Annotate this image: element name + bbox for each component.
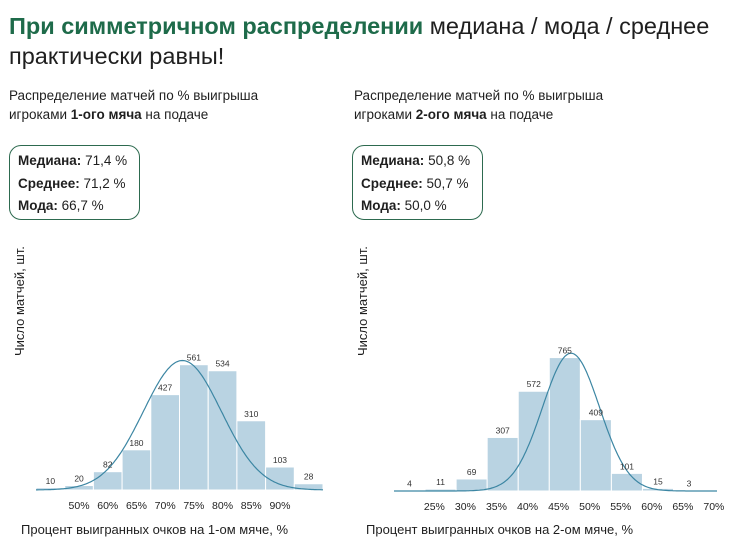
chart1-tick-label: 50% [69, 500, 90, 512]
chart1-bar [236, 420, 267, 491]
chart1-subtitle-line2: игроками 1-ого мяча на подаче [9, 105, 258, 124]
chart2-bar [486, 436, 519, 492]
chart1-value-label: 82 [103, 460, 113, 470]
chart2-stats-box: Медиана: 50,8 % Среднее: 50,7 % Мода: 50… [352, 145, 483, 220]
chart2-bar [610, 472, 643, 492]
chart2-tick-label: 70% [703, 501, 724, 513]
chart2-bar [455, 478, 488, 492]
stat-value: 50,7 % [426, 175, 469, 191]
chart2-tick-label: 25% [424, 501, 445, 513]
chart2-value-label: 3 [687, 478, 692, 488]
chart1-tick-label: 70% [155, 500, 176, 512]
chart2-subtitle-bold: 2-ого мяча [415, 107, 487, 122]
chart1-tick-label: 75% [183, 500, 204, 512]
chart2-value-label: 101 [620, 461, 634, 471]
chart2-tick-label: 60% [641, 501, 662, 513]
stat-value: 71,2 % [83, 175, 126, 191]
chart2-tick-label: 45% [548, 501, 569, 513]
chart2-value-label: 307 [496, 425, 510, 435]
chart2-tick-label: 50% [579, 501, 600, 513]
chart1-stat-mode: Мода: 66,7 % [18, 195, 131, 218]
chart2-value-label: 4 [407, 478, 412, 488]
chart2-tick-label: 30% [455, 501, 476, 513]
chart1-stat-mean: Среднее: 71,2 % [18, 173, 131, 196]
chart2-subtitle: Распределение матчей по % выигрыша игрок… [354, 86, 603, 124]
title-rest: медиана / мода / среднее практически рав… [9, 13, 710, 69]
chart1-subtitle-post: на подаче [141, 107, 209, 122]
chart1-value-label: 103 [273, 455, 287, 465]
chart2-stat-median: Медиана: 50,8 % [361, 150, 474, 173]
chart1-y-axis-label: Число матчей, шт. [12, 246, 27, 356]
chart1-value-label: 427 [158, 383, 172, 393]
chart2-x-axis-label: Процент выигранных очков на 2-ом мяче, % [366, 522, 634, 537]
chart2-y-axis-label: Число матчей, шт. [355, 246, 370, 356]
chart1-bar [150, 394, 181, 491]
chart2-subtitle-line1: Распределение матчей по % выигрыша [354, 88, 604, 103]
stat-key: Среднее: [18, 175, 80, 191]
chart1-x-axis-label: Процент выигранных очков на 1-ом мяче, % [21, 522, 289, 537]
chart1-subtitle: Распределение матчей по % выигрыша игрок… [9, 86, 258, 124]
chart2-value-label: 69 [467, 467, 477, 477]
chart2-value-label: 572 [527, 379, 541, 389]
chart2-tick-label: 55% [610, 501, 631, 513]
chart1-bar [293, 483, 324, 491]
chart1-bar [207, 370, 238, 491]
stat-key: Мода: [18, 198, 58, 213]
chart2-density-curve [394, 352, 717, 492]
chart1-value-label: 28 [304, 472, 314, 482]
chart2-value-label: 409 [589, 408, 603, 418]
stat-key: Медиана: [18, 153, 82, 168]
chart2-stat-mode: Мода: 50,0 % [361, 195, 474, 218]
chart2-tick-label: 40% [517, 501, 538, 513]
chart2-subtitle-post: на подаче [486, 107, 554, 122]
chart1-stats-box: Медиана: 71,4 % Среднее: 71,2 % Мода: 66… [9, 145, 140, 220]
chart2-value-label: 765 [558, 346, 572, 356]
chart1-tick-label: 65% [126, 500, 147, 512]
chart1-tick-label: 80% [212, 500, 233, 512]
chart1-density-curve [36, 359, 323, 491]
chart2-bar [517, 390, 550, 492]
chart1-subtitle-pre: игроками [9, 107, 71, 122]
stat-value: 50,8 % [428, 153, 471, 168]
chart1-value-label: 310 [244, 409, 258, 419]
chart1-plot: 10 20 82 180 427 561 534 310 103 28 50% 60% 65% 70% 75… [35, 353, 324, 512]
chart1-subtitle-bold: 1-ого мяча [70, 107, 142, 122]
page-title: При симметричном распределении медиана /… [9, 11, 724, 71]
chart2-bar [548, 357, 581, 492]
chart1-value-label: 561 [187, 353, 201, 363]
chart2-value-label: 15 [653, 476, 663, 486]
chart2-plot: 4 11 69 307 572 765 409 101 15 3 25% 30% 35% 40% 45% 50… [393, 346, 724, 513]
stat-value: 66,7 % [61, 198, 104, 213]
chart1-tick-label: 90% [269, 500, 290, 512]
chart1-value-label: 10 [46, 476, 56, 486]
chart2-value-label: 11 [436, 477, 445, 487]
chart2-tick-label: 65% [672, 501, 693, 513]
chart1-value-label: 20 [74, 474, 84, 484]
chart2-bar [579, 419, 612, 492]
chart1-bar [265, 466, 295, 491]
chart1-tick-label: 85% [241, 500, 262, 512]
title-accent: При симметричном распределении [9, 13, 424, 39]
chart2-stat-mean: Среднее: 50,7 % [361, 173, 474, 196]
chart1-value-label: 534 [215, 359, 229, 369]
chart1-tick-label: 60% [97, 500, 118, 512]
stat-key: Мода: [361, 198, 401, 213]
stat-key: Медиана: [361, 153, 425, 168]
stat-key: Среднее: [361, 175, 423, 191]
chart1-subtitle-line1: Распределение матчей по % выигрыша [9, 88, 259, 103]
stat-value: 71,4 % [85, 153, 128, 168]
chart2-tick-label: 35% [486, 501, 507, 513]
stat-value: 50,0 % [404, 198, 447, 213]
chart1-bar [179, 364, 209, 491]
chart1-bar [92, 471, 123, 491]
chart1-stat-median: Медиана: 71,4 % [18, 150, 131, 173]
chart1-bar [121, 449, 152, 491]
chart1-value-label: 180 [129, 438, 143, 448]
chart2-subtitle-pre: игроками [354, 107, 416, 122]
chart2-subtitle-line2: игроками 2-ого мяча на подаче [354, 105, 603, 124]
